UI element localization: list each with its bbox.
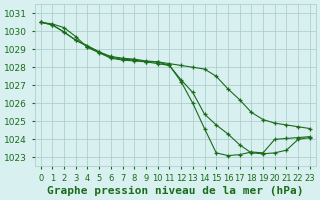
X-axis label: Graphe pression niveau de la mer (hPa): Graphe pression niveau de la mer (hPa) [47, 186, 303, 196]
